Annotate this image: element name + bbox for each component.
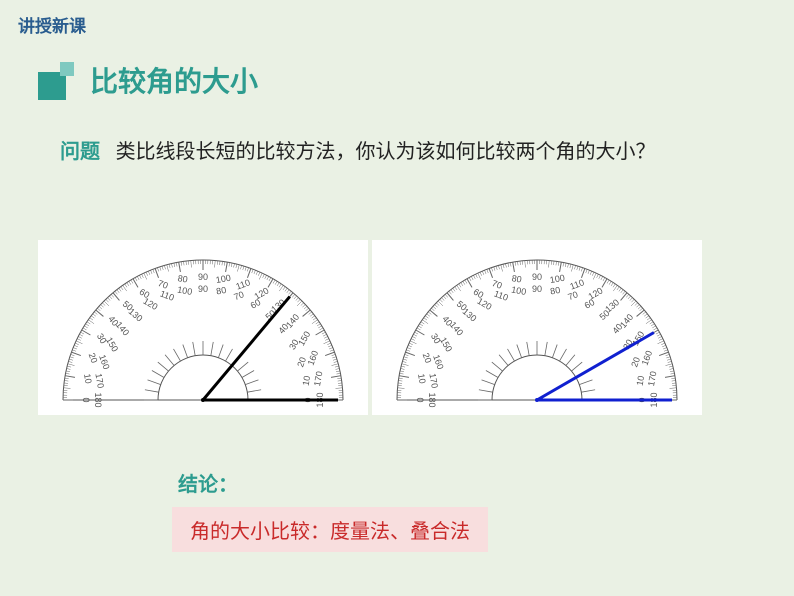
svg-text:90: 90 xyxy=(198,272,208,282)
svg-text:160: 160 xyxy=(306,349,321,367)
svg-text:70: 70 xyxy=(566,289,579,302)
svg-text:150: 150 xyxy=(438,335,454,353)
svg-text:20: 20 xyxy=(295,356,308,369)
question-block: 问题 类比线段长短的比较方法，你认为该如何比较两个角的大小？ xyxy=(60,132,740,172)
svg-text:170: 170 xyxy=(427,372,439,389)
svg-text:100: 100 xyxy=(215,273,232,285)
svg-text:10: 10 xyxy=(635,375,647,387)
svg-text:80: 80 xyxy=(549,285,561,297)
svg-text:100: 100 xyxy=(176,284,193,296)
svg-text:180: 180 xyxy=(93,392,103,407)
section-title: 比较角的大小 xyxy=(90,60,258,100)
conclusion-label: 结论： xyxy=(172,468,488,497)
question-label: 问题 xyxy=(60,141,100,163)
svg-text:170: 170 xyxy=(312,370,324,387)
svg-text:90: 90 xyxy=(532,284,542,294)
svg-text:160: 160 xyxy=(640,349,655,367)
svg-text:90: 90 xyxy=(198,284,208,294)
conclusion-block: 结论： 角的大小比较：度量法、叠合法 xyxy=(172,468,488,552)
svg-text:100: 100 xyxy=(549,273,566,285)
svg-text:120: 120 xyxy=(475,296,493,312)
svg-text:110: 110 xyxy=(159,289,176,303)
svg-text:80: 80 xyxy=(177,273,189,285)
svg-text:110: 110 xyxy=(569,277,586,291)
svg-text:100: 100 xyxy=(510,284,527,296)
svg-text:110: 110 xyxy=(493,289,510,303)
protractor-left: 0180101702016030150401405013060120701108… xyxy=(38,240,368,415)
svg-text:160: 160 xyxy=(97,353,112,371)
protractor-row: 0180101702016030150401405013060120701108… xyxy=(38,240,702,415)
svg-text:70: 70 xyxy=(232,289,245,302)
section-header: 比较角的大小 xyxy=(38,60,258,100)
question-text: 类比线段长短的比较方法，你认为该如何比较两个角的大小？ xyxy=(116,141,656,163)
svg-text:80: 80 xyxy=(215,285,227,297)
protractor-right: 0180101702016030150401405013060120701108… xyxy=(372,240,702,415)
conclusion-box: 角的大小比较：度量法、叠合法 xyxy=(172,507,488,552)
svg-text:10: 10 xyxy=(82,373,94,385)
svg-text:110: 110 xyxy=(235,277,252,291)
svg-text:90: 90 xyxy=(532,272,542,282)
svg-text:0: 0 xyxy=(81,397,91,402)
breadcrumb: 讲授新课 xyxy=(18,12,86,37)
svg-text:160: 160 xyxy=(431,353,446,371)
svg-text:120: 120 xyxy=(141,296,159,312)
svg-text:0: 0 xyxy=(415,397,425,402)
svg-text:10: 10 xyxy=(301,375,313,387)
svg-text:20: 20 xyxy=(629,356,642,369)
svg-text:180: 180 xyxy=(427,392,437,407)
svg-text:170: 170 xyxy=(93,372,105,389)
svg-text:10: 10 xyxy=(416,373,428,385)
svg-text:170: 170 xyxy=(646,370,658,387)
svg-text:150: 150 xyxy=(104,335,120,353)
svg-text:80: 80 xyxy=(511,273,523,285)
section-number-icon xyxy=(38,60,78,100)
